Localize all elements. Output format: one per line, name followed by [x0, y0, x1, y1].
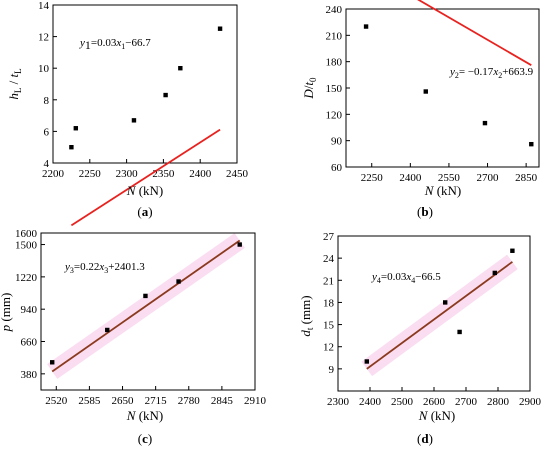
data-point	[176, 279, 181, 284]
data-point	[443, 300, 448, 305]
data-point	[143, 293, 148, 299]
panel-label: (c)	[138, 431, 152, 446]
regression-line	[366, 261, 513, 370]
y-tick-label: 1220	[15, 272, 38, 284]
data-point	[482, 120, 488, 126]
data-point	[423, 89, 428, 94]
y-axis-label: p (mm)	[0, 293, 13, 333]
y-tick-label: 380	[21, 369, 38, 381]
y-tick-label: 180	[326, 57, 343, 69]
data-point	[457, 329, 462, 335]
y-tick-label: 150	[326, 83, 343, 95]
x-tick-label: 2520	[45, 395, 68, 407]
panel-b: 2250 2400 2550 2700 28506090120150180210240 …	[301, 0, 540, 219]
data-point	[163, 92, 168, 98]
equation-label: y4=0.03x4−66.5	[371, 271, 441, 285]
y-tick-label: 9	[329, 364, 335, 376]
x-tick-label: 2250	[79, 168, 102, 180]
data-point	[364, 359, 369, 364]
y-tick-label: 660	[21, 337, 38, 349]
x-axis-label: N (kN)	[418, 408, 455, 423]
x-tick-label: 2200	[42, 168, 65, 180]
y-tick-label: 14	[38, 0, 50, 12]
panel-a: 2200 2250 2300 2350 2400 2450 4 6 8 10 12 14 y1=0.0…	[6, 0, 249, 227]
y-tick-label: 10	[38, 63, 50, 75]
panel-label: (a)	[137, 204, 152, 219]
y-tick-label: 12	[38, 32, 49, 44]
x-tick-label: 2550	[438, 172, 461, 184]
y-tick-label: 1600	[15, 228, 38, 240]
x-tick-label: 2850	[515, 172, 538, 184]
x-tick-label: 2910	[244, 395, 267, 407]
data-point	[178, 66, 183, 71]
plot-frame	[345, 8, 540, 168]
y-tick-label: 90	[331, 136, 343, 148]
x-axis-label: N (kN)	[126, 183, 163, 198]
plot-frame	[52, 4, 238, 164]
equation-label: y1=0.03x1−66.7	[79, 37, 151, 52]
panel-c: 2520 2585 2650 2715 2780 2845 2910 380 660 940 122…	[0, 228, 267, 446]
data-point	[50, 360, 55, 365]
y-tick-label: 1500	[15, 240, 38, 252]
equation-label: y3=0.22x3+2401.3	[64, 261, 145, 275]
data-point	[131, 118, 137, 123]
y-tick-label: 8	[44, 95, 50, 107]
y-tick-label: 210	[326, 30, 343, 42]
y-axis-label: hL / tL	[6, 68, 23, 99]
panel-label: (d)	[417, 431, 433, 446]
plot-frame	[40, 232, 256, 391]
x-tick-label: 2400	[359, 396, 382, 408]
x-tick-label: 2700	[455, 396, 478, 408]
data-point	[73, 126, 79, 131]
x-tick-label: 2400	[189, 168, 212, 180]
x-tick-label: 2715	[145, 395, 168, 407]
x-tick-label: 2780	[178, 395, 201, 407]
x-tick-label: 2250	[361, 172, 384, 184]
y-tick-label: 940	[21, 304, 38, 316]
x-tick-label: 2650	[112, 395, 135, 407]
x-axis-label: N (kN)	[424, 183, 461, 198]
y-tick-label: 24	[323, 253, 335, 265]
x-tick-label: 2400	[399, 172, 422, 184]
y-tick-label: 27	[323, 231, 335, 243]
data-point	[510, 248, 515, 253]
data-point	[492, 270, 497, 276]
data-point	[69, 145, 74, 150]
x-tick-label: 2350	[152, 168, 175, 180]
x-tick-label: 2800	[487, 396, 510, 408]
y-tick-label: 60	[331, 162, 343, 174]
y-tick-label: 15	[323, 320, 335, 332]
x-tick-label: 2845	[211, 395, 234, 407]
y-tick-label: 4	[44, 158, 50, 170]
y-tick-label: 240	[326, 4, 343, 16]
x-tick-label: 2450	[226, 168, 249, 180]
y-tick-label: 12	[323, 342, 334, 354]
y-axis-label: dt (mm)	[298, 295, 315, 336]
x-tick-label: 2300	[327, 396, 350, 408]
panel-label: (b)	[417, 204, 433, 219]
x-axis-label: N (kN)	[126, 408, 163, 423]
x-tick-label: 2300	[116, 168, 139, 180]
y-tick-label: 6	[44, 126, 50, 138]
x-tick-label: 2500	[391, 396, 414, 408]
x-tick-label: 2700	[477, 172, 500, 184]
data-point	[237, 242, 242, 247]
x-tick-label: 2600	[423, 396, 446, 408]
x-tick-label: 2900	[519, 396, 542, 408]
regression-line	[417, 0, 532, 66]
y-tick-label: 18	[323, 297, 335, 309]
data-point	[363, 24, 369, 29]
panel-d: 2300 2400 2500 2600 2700 2800 2900 9 12 15 18 21 24 2…	[298, 231, 542, 446]
x-tick-label: 2585	[78, 395, 101, 407]
y-tick-label: 120	[326, 109, 343, 121]
data-point	[105, 327, 110, 333]
equation-label: y2= −0.17x2+663.9	[449, 66, 534, 80]
regression-line	[51, 239, 241, 373]
regression-line	[70, 128, 221, 227]
data-point	[217, 26, 223, 31]
data-point	[529, 141, 534, 147]
y-axis-label: D/t0	[301, 77, 318, 100]
y-tick-label: 21	[323, 275, 334, 287]
